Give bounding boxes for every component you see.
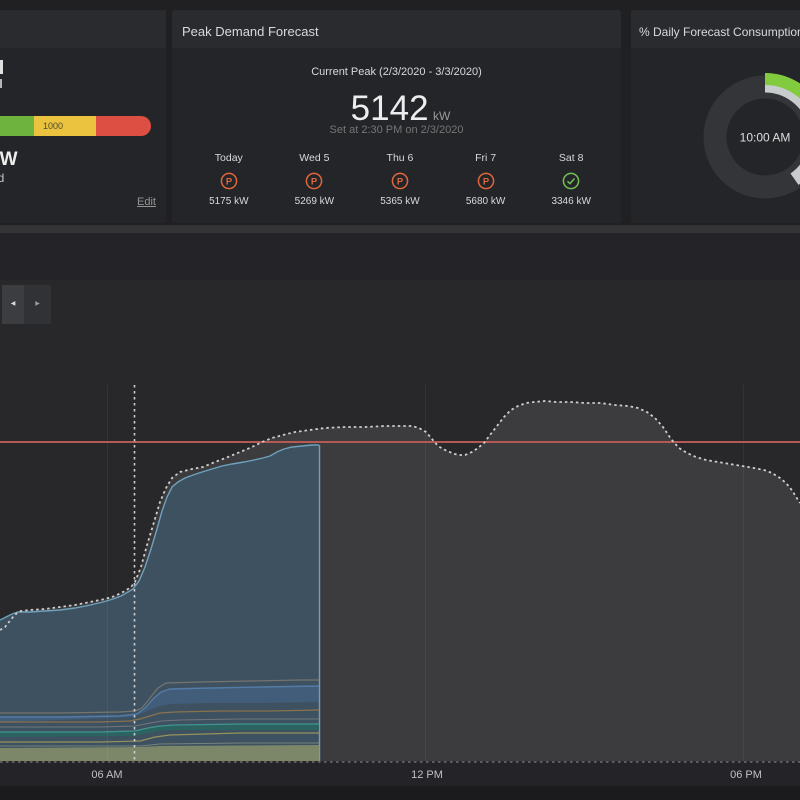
svg-text:12 PM: 12 PM [411, 769, 443, 781]
svg-text:P: P [311, 177, 317, 188]
svg-text:06 PM: 06 PM [730, 769, 762, 781]
svg-text:10:00 AM: 10:00 AM [740, 131, 791, 145]
svg-text:P: P [397, 177, 403, 188]
svg-text:P: P [482, 177, 488, 188]
svg-text:P: P [226, 177, 232, 188]
svg-text:06 AM: 06 AM [91, 769, 122, 781]
